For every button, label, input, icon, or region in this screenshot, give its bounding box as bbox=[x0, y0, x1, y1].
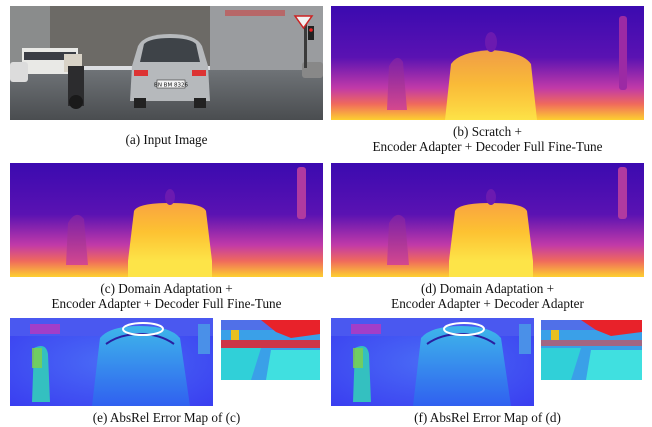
depth-map-c-image bbox=[10, 163, 323, 277]
caption-a: (a) Input Image bbox=[10, 132, 323, 147]
license-plate-text: BN BM 8326 bbox=[154, 83, 188, 89]
caption-a-line1: (a) Input Image bbox=[125, 132, 208, 147]
highlight-ellipse-e bbox=[122, 322, 164, 336]
error-zoom-f-image bbox=[541, 320, 642, 380]
error-zoom-f bbox=[541, 320, 642, 380]
depth-map-d bbox=[331, 163, 644, 277]
caption-c-line1: (c) Domain Adaptation + bbox=[100, 281, 233, 296]
caption-d: (d) Domain Adaptation + Encoder Adapter … bbox=[331, 281, 644, 311]
input-image-panel: BN BM 8326 bbox=[10, 6, 323, 120]
caption-c: (c) Domain Adaptation + Encoder Adapter … bbox=[10, 281, 323, 311]
caption-d-line2: Encoder Adapter + Decoder Adapter bbox=[391, 296, 584, 311]
error-map-e bbox=[10, 318, 213, 406]
highlight-ellipse-f bbox=[443, 322, 485, 336]
depth-map-c bbox=[10, 163, 323, 277]
caption-e-line1: (e) AbsRel Error Map of (c) bbox=[92, 410, 241, 425]
caption-c-line2: Encoder Adapter + Decoder Full Fine-Tune bbox=[51, 296, 282, 311]
depth-map-b bbox=[331, 6, 644, 120]
error-map-e-image bbox=[10, 318, 213, 406]
error-map-f-image bbox=[331, 318, 534, 406]
caption-d-line1: (d) Domain Adaptation + bbox=[420, 281, 555, 296]
caption-b-line2: Encoder Adapter + Decoder Full Fine-Tune bbox=[372, 139, 603, 154]
error-map-f bbox=[331, 318, 534, 406]
input-street-photo: BN BM 8326 bbox=[10, 6, 323, 120]
caption-f: (f) AbsRel Error Map of (d) bbox=[331, 410, 644, 425]
caption-b-line1: (b) Scratch + bbox=[453, 124, 522, 139]
caption-e: (e) AbsRel Error Map of (c) bbox=[10, 410, 323, 425]
caption-f-line1: (f) AbsRel Error Map of (d) bbox=[414, 410, 561, 425]
depth-map-b-image bbox=[331, 6, 644, 120]
depth-map-d-image bbox=[331, 163, 644, 277]
caption-b: (b) Scratch + Encoder Adapter + Decoder … bbox=[331, 124, 644, 154]
error-zoom-e-image bbox=[221, 320, 320, 380]
error-zoom-e bbox=[221, 320, 320, 380]
